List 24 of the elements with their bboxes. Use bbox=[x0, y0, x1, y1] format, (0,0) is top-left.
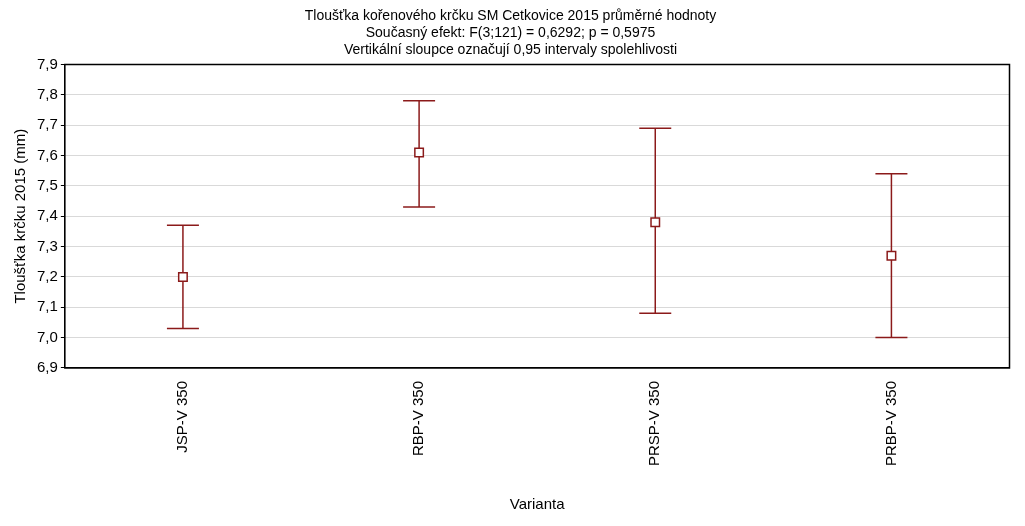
x-tick-label: PRBP-V 350 bbox=[881, 380, 899, 467]
y-tick-label: 7,7 bbox=[36, 115, 58, 133]
y-tick-label: 7,2 bbox=[36, 267, 58, 285]
point bbox=[414, 147, 425, 158]
y-tick-label: 7,1 bbox=[36, 297, 58, 315]
point bbox=[650, 217, 661, 228]
y-tick-label: 7,8 bbox=[36, 84, 58, 102]
chart-subtitle: Současný efekt: F(3;121) = 0,6292; p = 0,5975 bbox=[365, 24, 656, 41]
y-tick-label: 7,3 bbox=[36, 236, 58, 254]
y-tick-label: 7,0 bbox=[36, 327, 58, 345]
x-tick-label: RBP-V 350 bbox=[409, 380, 427, 457]
point bbox=[886, 250, 897, 261]
y-tick-label: 6,9 bbox=[36, 358, 58, 376]
chart-title: Tloušťka kořenového krčku SM Cetkovice 2015 průměrné hodnoty bbox=[304, 7, 717, 24]
y-tick-label: 7,5 bbox=[36, 175, 58, 193]
y-tick-label: 7,4 bbox=[36, 206, 58, 224]
x-tick-label: JSP-V 350 bbox=[173, 380, 191, 453]
x-axis-title: Varianta bbox=[509, 495, 566, 513]
y-axis-title: Tloušťka krčku 2015 (mm) bbox=[11, 128, 29, 304]
point bbox=[177, 271, 188, 282]
x-tick-label: PRSP-V 350 bbox=[645, 380, 663, 467]
text: Vertikální sloupce označují 0,95 intervaly spolehlivosti bbox=[343, 40, 678, 57]
y-tick-label: 7,9 bbox=[36, 54, 58, 72]
y-tick-label: 7,6 bbox=[36, 145, 58, 163]
